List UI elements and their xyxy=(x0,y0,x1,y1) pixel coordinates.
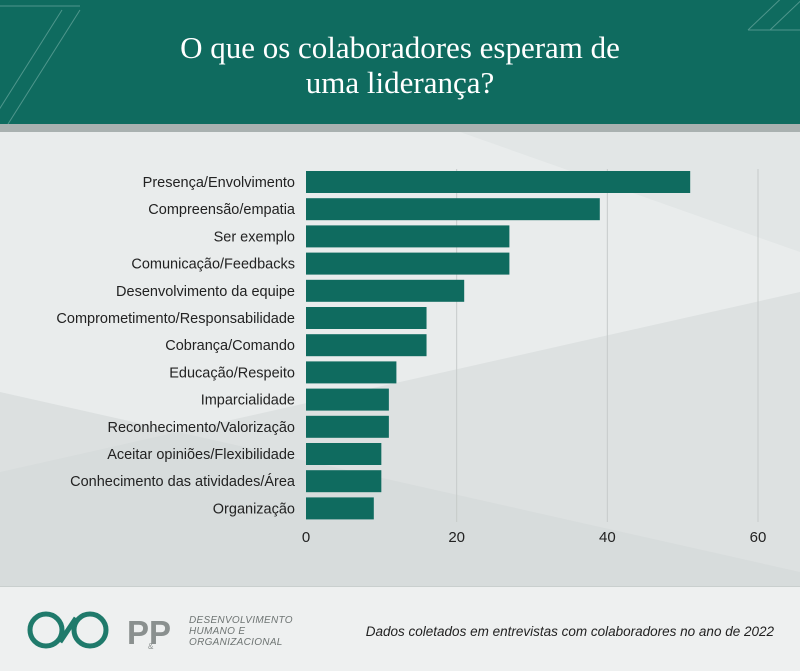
logo-mark-text: PP xyxy=(127,614,171,651)
category-label: Aceitar opiniões/Flexibilidade xyxy=(107,447,295,463)
bar xyxy=(306,225,510,248)
category-label: Cobrança/Comando xyxy=(165,338,295,354)
footer xyxy=(0,586,800,671)
x-tick-label: 40 xyxy=(599,529,616,546)
logo-tagline: DESENVOLVIMENTO HUMANO E ORGANIZACIONAL xyxy=(189,615,293,648)
logo-ampersand: & xyxy=(148,642,154,651)
category-label: Educação/Respeito xyxy=(169,365,295,381)
category-labels: Presença/Envolvimento Compreensão/empatia… xyxy=(56,175,296,517)
category-label: Conhecimento das atividades/Área xyxy=(70,473,296,490)
category-label: Presença/Envolvimento xyxy=(143,175,295,191)
bar xyxy=(306,279,465,302)
category-label: Reconhecimento/Valorização xyxy=(107,420,295,436)
bars xyxy=(306,171,691,520)
bar xyxy=(306,361,397,384)
bar xyxy=(306,252,510,275)
bar-chart: Presença/Envolvimento Compreensão/empatia… xyxy=(56,169,767,546)
bar xyxy=(306,334,427,357)
header-decoration xyxy=(0,0,800,124)
logo-ring-left xyxy=(27,611,65,649)
background-shapes xyxy=(0,132,800,586)
title-line-1: O que os colaboradores esperam de xyxy=(180,30,620,65)
category-label: Imparcialidade xyxy=(201,393,295,409)
category-label: Comunicação/Feedbacks xyxy=(131,257,295,273)
grid-lines xyxy=(456,169,759,522)
logo-ring-right xyxy=(71,611,109,649)
category-label: Organização xyxy=(213,501,295,517)
bar xyxy=(306,307,427,329)
header-banner: O que os colaboradores esperam de uma li… xyxy=(0,0,800,124)
category-label: Compreensão/empatia xyxy=(148,202,296,218)
bar xyxy=(306,443,382,465)
category-label: Desenvolvimento da equipe xyxy=(116,284,295,300)
bar xyxy=(306,415,389,438)
bar xyxy=(306,198,600,221)
logo-line-1: DESENVOLVIMENTO xyxy=(189,615,293,626)
x-tick-label: 20 xyxy=(448,529,465,546)
bar xyxy=(306,497,374,520)
bar xyxy=(306,388,389,411)
bar xyxy=(306,171,691,193)
page-title: O que os colaboradores esperam de uma li… xyxy=(100,30,700,100)
x-tick-labels: 0 20 40 60 xyxy=(302,529,767,546)
footnote: Dados coletados em entrevistas com colab… xyxy=(365,624,774,639)
x-tick-label: 60 xyxy=(750,529,767,546)
x-tick-label: 0 xyxy=(302,529,310,546)
bar xyxy=(306,470,382,493)
logo-slash xyxy=(57,616,79,644)
category-label: Comprometimento/Responsabilidade xyxy=(56,311,295,327)
company-logo: PP & xyxy=(27,611,171,651)
logo-line-3: ORGANIZACIONAL xyxy=(189,637,283,648)
category-label: Ser exemplo xyxy=(214,229,295,245)
header-stripe xyxy=(0,124,800,132)
logo-line-2: HUMANO E xyxy=(189,626,246,637)
title-line-2: uma liderança? xyxy=(305,65,495,100)
